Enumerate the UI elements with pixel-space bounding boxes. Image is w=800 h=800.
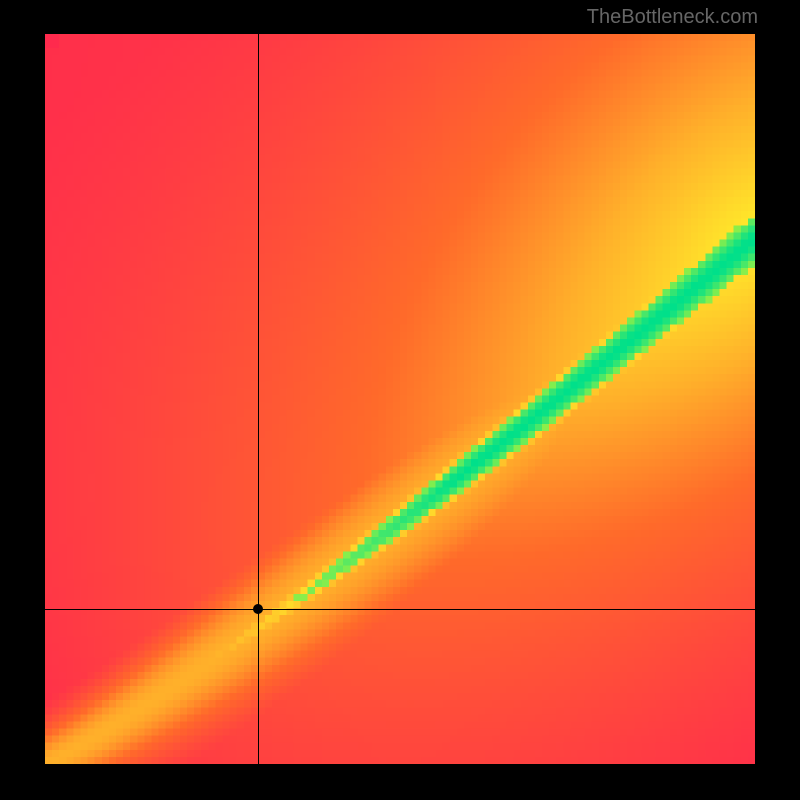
watermark-text: TheBottleneck.com <box>587 6 758 29</box>
crosshair-marker <box>253 604 263 614</box>
plot-area <box>45 34 755 764</box>
crosshair-horizontal <box>45 609 755 610</box>
heatmap-canvas <box>45 34 755 764</box>
crosshair-vertical <box>258 34 259 764</box>
